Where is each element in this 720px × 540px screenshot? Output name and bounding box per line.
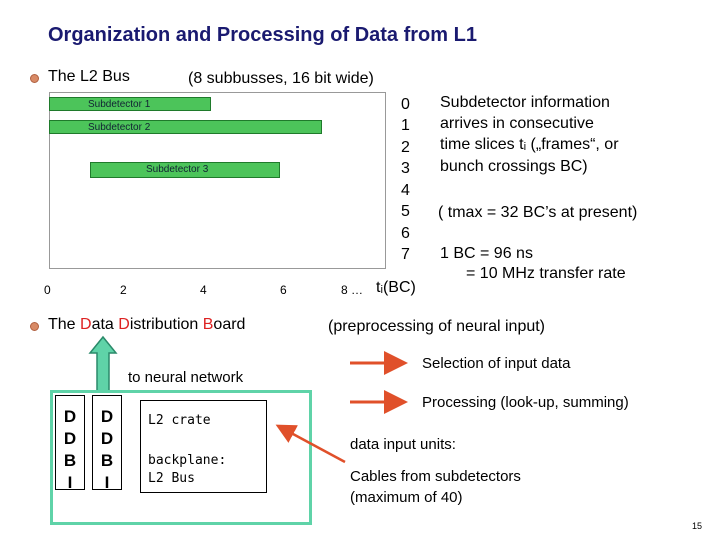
y-label: 6 [401, 225, 410, 242]
x-axis-label: tᵢ(BC) [376, 279, 416, 296]
y-label: 7 [401, 246, 410, 263]
selection-label: Selection of input data [422, 355, 571, 372]
ddb-note: (preprocessing of neural input) [328, 318, 546, 335]
info-line-3: time slices tᵢ („frames“, or [440, 136, 619, 153]
processing-label: Processing (look-up, summing) [422, 394, 629, 411]
x-label: 4 [200, 283, 207, 297]
y-label: 2 [401, 139, 410, 156]
bus-chart-frame [49, 92, 386, 269]
bar-subdetector-3: Subdetector 3 [90, 162, 280, 178]
backplane-label: backplane: [148, 453, 227, 468]
l2bus-label: The L2 Bus [48, 68, 130, 85]
info-line-2: arrives in consecutive [440, 115, 594, 132]
y-label: 1 [401, 117, 410, 134]
slide-title: Organization and Processing of Data from… [48, 24, 477, 46]
bar-subdetector-1: Subdetector 1 [49, 97, 211, 111]
info-line-1: Subdetector information [440, 94, 610, 111]
info-line-4: bunch crossings BC) [440, 158, 588, 175]
y-label: 0 [401, 96, 410, 113]
bullet-icon [30, 322, 39, 331]
input-units-label: data input units: [350, 436, 456, 453]
y-label: 5 [401, 203, 410, 220]
x-label: 0 [44, 283, 51, 297]
backplane-bus-label: L2 Bus [148, 471, 195, 486]
input-units-arrow [275, 424, 346, 464]
x-label: 6 [280, 283, 287, 297]
bar-subdetector-2: Subdetector 2 [49, 120, 322, 134]
l2-crate-box: L2 crate backplane: L2 Bus [140, 400, 267, 493]
y-label: 4 [401, 182, 410, 199]
y-label: 3 [401, 160, 410, 177]
bullet-icon [30, 74, 39, 83]
crate-label: L2 crate [148, 413, 211, 428]
bc-line-2: = 10 MHz transfer rate [466, 265, 626, 282]
to-neural-network-label: to neural network [128, 369, 244, 386]
ddb-heading: The Data Distribution Board [48, 316, 246, 333]
page-number: 15 [692, 521, 703, 531]
cables-label: Cables from subdetectors [350, 468, 521, 485]
x-label: 2 [120, 283, 127, 297]
cables-max-label: (maximum of 40) [350, 489, 463, 506]
ddb-board [50, 390, 312, 525]
l2bus-note: (8 subbusses, 16 bit wide) [188, 70, 374, 87]
tmax-note: ( tmax = 32 BC’s at present) [438, 204, 638, 221]
bc-line-1: 1 BC = 96 ns [440, 245, 533, 262]
x-label: 8 … [341, 283, 364, 297]
